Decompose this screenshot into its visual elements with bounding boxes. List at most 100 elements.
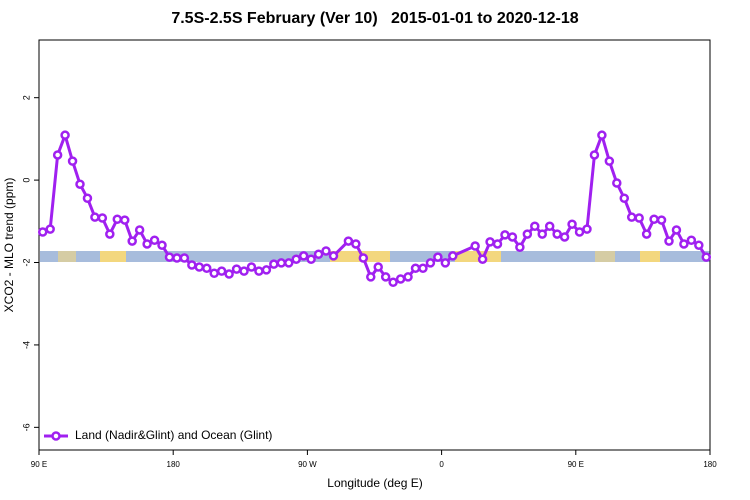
data-point — [626, 212, 637, 222]
data-point — [187, 260, 197, 270]
data-point — [537, 229, 547, 239]
data-point — [321, 246, 331, 256]
data-point — [112, 214, 123, 224]
data-point — [343, 236, 354, 246]
x-tick-label: 90 W — [298, 460, 317, 469]
x-tick-label: 180 — [167, 460, 181, 469]
data-point — [619, 193, 630, 203]
data-point — [37, 227, 48, 237]
data-point — [216, 266, 227, 276]
y-tick-label: -4 — [21, 341, 31, 349]
legend-label: Land (Nadir&Glint) and Ocean (Glint) — [75, 428, 272, 442]
data-point — [373, 262, 383, 272]
x-axis-label: Longitude (deg E) — [327, 476, 422, 490]
data-point — [544, 221, 555, 232]
data-point — [433, 252, 443, 262]
data-point — [701, 252, 712, 262]
data-point — [328, 251, 339, 261]
data-point — [60, 130, 70, 140]
data-point — [45, 224, 55, 234]
data-point — [552, 229, 562, 239]
data-point — [134, 225, 145, 235]
data-point — [589, 150, 600, 160]
data-point — [380, 272, 391, 282]
data-point — [313, 249, 324, 260]
data-point — [261, 265, 272, 275]
data-point — [149, 235, 160, 246]
data-point — [641, 229, 652, 239]
data-point — [157, 240, 167, 250]
data-point — [179, 253, 190, 263]
data-point — [90, 212, 100, 222]
data-point — [246, 262, 257, 272]
data-point — [522, 229, 533, 239]
data-point — [500, 230, 510, 240]
data-point — [574, 227, 585, 237]
data-point — [291, 254, 301, 264]
data-point — [194, 262, 205, 272]
data-point — [604, 156, 615, 166]
data-point — [507, 232, 518, 242]
data-point — [239, 266, 249, 276]
data-point — [224, 269, 234, 279]
data-point — [284, 258, 294, 268]
data-point — [351, 239, 361, 249]
data-point — [671, 225, 682, 235]
data-point — [410, 263, 421, 274]
data-point — [52, 150, 63, 160]
data-point — [634, 213, 644, 223]
data-point — [686, 235, 697, 246]
data-point — [477, 254, 488, 264]
data-point — [388, 277, 398, 288]
data-point — [172, 253, 182, 263]
x-tick-label: 0 — [439, 460, 444, 469]
data-point — [105, 229, 115, 239]
data-point — [418, 263, 428, 274]
data-point — [82, 193, 93, 203]
x-tick-label: 180 — [703, 460, 717, 469]
plot-frame — [38, 39, 711, 451]
y-tick-label: 0 — [21, 178, 31, 183]
data-point — [395, 274, 406, 284]
data-point — [269, 259, 279, 269]
data-point — [470, 241, 480, 251]
data-point — [231, 264, 242, 274]
data-point — [664, 236, 674, 246]
y-tick-label: 2 — [21, 95, 31, 100]
data-point — [67, 156, 78, 166]
data-point — [119, 215, 130, 225]
x-tick-label: 90 E — [568, 460, 584, 469]
data-point — [515, 242, 525, 253]
data-point — [582, 224, 592, 234]
data-point — [425, 258, 436, 268]
data-point — [612, 178, 622, 188]
data-point — [298, 251, 309, 261]
data-point — [649, 214, 659, 224]
data-point — [530, 221, 540, 232]
data-point — [485, 237, 495, 247]
y-axis-label: XCO2 - MLO trend (ppm) — [2, 178, 16, 313]
y-tick-label: -6 — [21, 423, 31, 431]
y-tick-label: -2 — [21, 259, 31, 267]
data-point — [276, 258, 287, 268]
chart-title: 7.5S-2.5S February (Ver 10) 2015-01-01 t… — [171, 10, 578, 27]
data-point — [202, 263, 212, 274]
data-point — [209, 268, 219, 278]
data-point — [559, 232, 570, 242]
data-point — [597, 130, 607, 140]
land-ocean-strip — [40, 251, 710, 262]
data-point — [567, 219, 577, 229]
data-point — [358, 253, 369, 263]
data-point — [127, 236, 137, 246]
data-point — [403, 272, 413, 282]
x-tick-label: 90 E — [31, 460, 47, 469]
data-point — [97, 213, 108, 223]
data-point — [164, 252, 175, 262]
data-point — [448, 251, 458, 261]
data-point — [75, 179, 85, 189]
legend-marker — [51, 431, 61, 441]
data-point — [366, 272, 376, 282]
data-point — [694, 240, 704, 250]
data-point — [492, 239, 503, 249]
